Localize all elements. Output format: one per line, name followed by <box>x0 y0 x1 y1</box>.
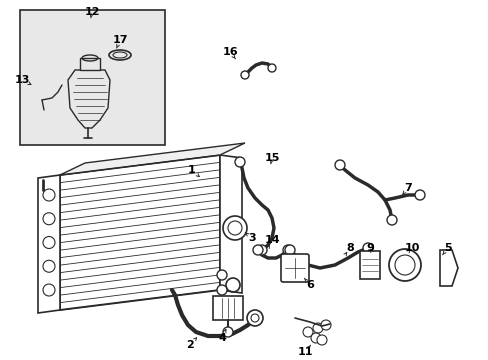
Text: 13: 13 <box>14 75 30 85</box>
Circle shape <box>334 160 345 170</box>
Circle shape <box>246 310 263 326</box>
Text: 15: 15 <box>264 153 279 163</box>
Polygon shape <box>60 155 220 310</box>
Polygon shape <box>60 143 244 175</box>
Text: 14: 14 <box>264 235 279 245</box>
Bar <box>213 296 243 320</box>
Circle shape <box>223 216 246 240</box>
Text: 1: 1 <box>188 165 196 175</box>
Circle shape <box>235 157 244 167</box>
Circle shape <box>320 320 330 330</box>
Circle shape <box>252 245 263 255</box>
Bar <box>20 10 164 145</box>
Circle shape <box>267 64 275 72</box>
Text: 3: 3 <box>248 233 255 243</box>
Bar <box>359 251 379 279</box>
Circle shape <box>312 323 323 333</box>
Circle shape <box>283 245 292 255</box>
FancyBboxPatch shape <box>281 254 308 282</box>
Circle shape <box>217 270 226 280</box>
Text: 6: 6 <box>305 280 313 290</box>
Circle shape <box>316 335 326 345</box>
Text: 12: 12 <box>84 7 100 17</box>
Circle shape <box>223 327 232 337</box>
Text: 17: 17 <box>112 35 127 45</box>
Circle shape <box>285 245 294 255</box>
Text: 5: 5 <box>443 243 451 253</box>
Circle shape <box>310 333 320 343</box>
Text: 2: 2 <box>186 340 193 350</box>
Text: 10: 10 <box>404 243 419 253</box>
Text: 16: 16 <box>222 47 237 57</box>
Circle shape <box>388 249 420 281</box>
Circle shape <box>386 215 396 225</box>
Polygon shape <box>38 175 60 313</box>
Text: 9: 9 <box>366 243 373 253</box>
Circle shape <box>414 190 424 200</box>
Bar <box>80 58 100 70</box>
Circle shape <box>217 285 226 295</box>
Text: 4: 4 <box>218 333 225 343</box>
Text: 8: 8 <box>346 243 353 253</box>
Text: 7: 7 <box>403 183 411 193</box>
Circle shape <box>241 71 248 79</box>
Polygon shape <box>220 155 242 293</box>
Text: 11: 11 <box>297 347 312 357</box>
Circle shape <box>257 245 266 255</box>
Circle shape <box>362 243 372 253</box>
Circle shape <box>303 327 312 337</box>
